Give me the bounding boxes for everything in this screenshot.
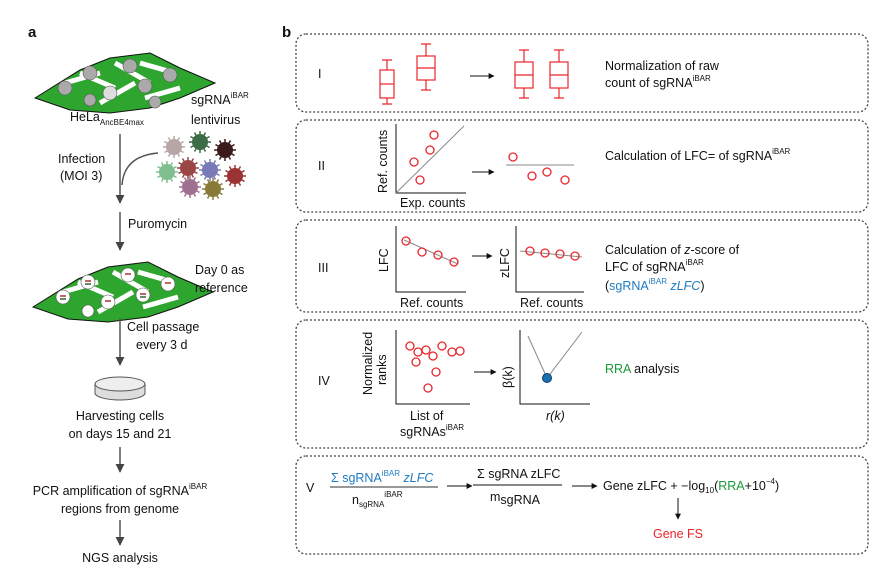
step-ii: II Ref. counts Exp. counts Calculation o… [295,119,869,213]
rank-point [423,383,433,393]
step-i: I Normalization of raw count of sgRNAiBA… [295,33,869,113]
passage-interval-label: every 3 d [136,338,187,352]
infection-label: Infection [58,152,105,166]
x-axis-label: Exp. counts [400,196,465,210]
x-axis-label-2: sgRNAsiBAR [400,423,464,439]
y-axis-label: zLFC [498,248,512,278]
moi-label: (MOI 3) [60,169,102,183]
rank-point [421,345,431,355]
virus-particle-icon [224,165,246,187]
passage-label: Cell passage [127,320,199,334]
virus-merge-line [121,152,159,186]
y-axis-label: LFC [377,248,391,272]
virus-particle-icon [163,136,185,158]
y-axis-label-2: ranks [375,354,389,385]
day0-label: Day 0 as [195,263,244,277]
x-axis-label: Ref. counts [400,296,463,310]
step-iii-desc: Calculation of z-score of [605,243,740,257]
reference-label: reference [195,281,248,295]
culture-dish-icon [94,376,146,401]
step-v: V Σ sgRNAiBAR zLFC nsgRNAiBAR Σ sgRNA zL… [295,455,869,555]
virus-particle-icon [202,178,224,200]
rank-point [437,341,447,351]
step-iv-desc: RRA analysis [605,362,679,376]
panel-a-label: a [28,24,37,41]
hela-cells-infected [33,262,213,322]
rank-point [447,347,457,357]
step-i-desc: Normalization of raw [605,59,720,73]
x-axis-label: r(k) [546,409,565,423]
harvest-label: Harvesting cells [76,409,164,423]
step-roman: V [306,481,315,495]
rank-point [428,351,438,361]
y-axis-label: Ref. counts [376,130,390,193]
step-iii-desc-3: (sgRNAiBAR zLFC) [605,277,705,293]
virus-particle-icon [214,139,236,161]
hela-label: HeLaAncBE4max [70,110,144,127]
ngs-label: NGS analysis [82,551,158,565]
step-i-desc-2: count of sgRNAiBAR [605,74,711,90]
virus-particle-icon [156,161,178,183]
formula-1-denominator: nsgRNAiBAR [352,490,403,509]
step-roman: IV [318,374,330,388]
virus-particle-icon [189,131,211,153]
puromycin-label: Puromycin [128,217,187,231]
gene-score-formula: Gene zLFC + −log10(RRA+10−4) [603,477,779,495]
rank-point [411,357,421,367]
formula-2-denominator: msgRNA [490,490,541,507]
step-iv: IV Normalized ranks List of sgRNAsiBAR β… [295,319,869,449]
formula-1-numerator: Σ sgRNAiBAR zLFC [331,469,434,485]
lentivirus-cluster [156,131,246,200]
pcr-label: PCR amplification of sgRNAiBAR [33,482,208,498]
rank-point [431,367,441,377]
step-ii-desc: Calculation of LFC= of sgRNAiBAR [605,147,791,163]
step-iii: III LFC Ref. counts zLFC Ref. counts Cal… [295,219,869,313]
rank-point [455,346,465,356]
step-roman: III [318,261,328,275]
step-roman: I [318,67,321,81]
rank-point [405,341,415,351]
virus-particle-icon [179,176,201,198]
x-axis-label: Ref. counts [520,296,583,310]
rank-point [413,347,423,357]
virus-label: sgRNAiBAR [191,91,249,107]
hela-cells-top [35,53,215,113]
pcr-regions-label: regions from genome [61,502,179,516]
panel-b-label: b [282,24,291,41]
y-axis-label: Normalized [361,332,375,395]
y-axis-label: β(k) [501,366,515,388]
formula-2-numerator: Σ sgRNA zLFC [477,467,560,481]
gene-fs-label: Gene FS [653,527,703,541]
step-iii-desc-2: LFC of sgRNAiBAR [605,258,704,274]
virus-particle-icon [199,159,221,181]
boxplots-raw [379,43,436,105]
boxplots-normalized [514,49,569,99]
virus-particle-icon [177,157,199,179]
x-axis-label: List of [410,409,444,423]
harvest-days-label: on days 15 and 21 [69,427,172,441]
step-roman: II [318,159,325,173]
virus-label-2: lentivirus [191,113,240,127]
